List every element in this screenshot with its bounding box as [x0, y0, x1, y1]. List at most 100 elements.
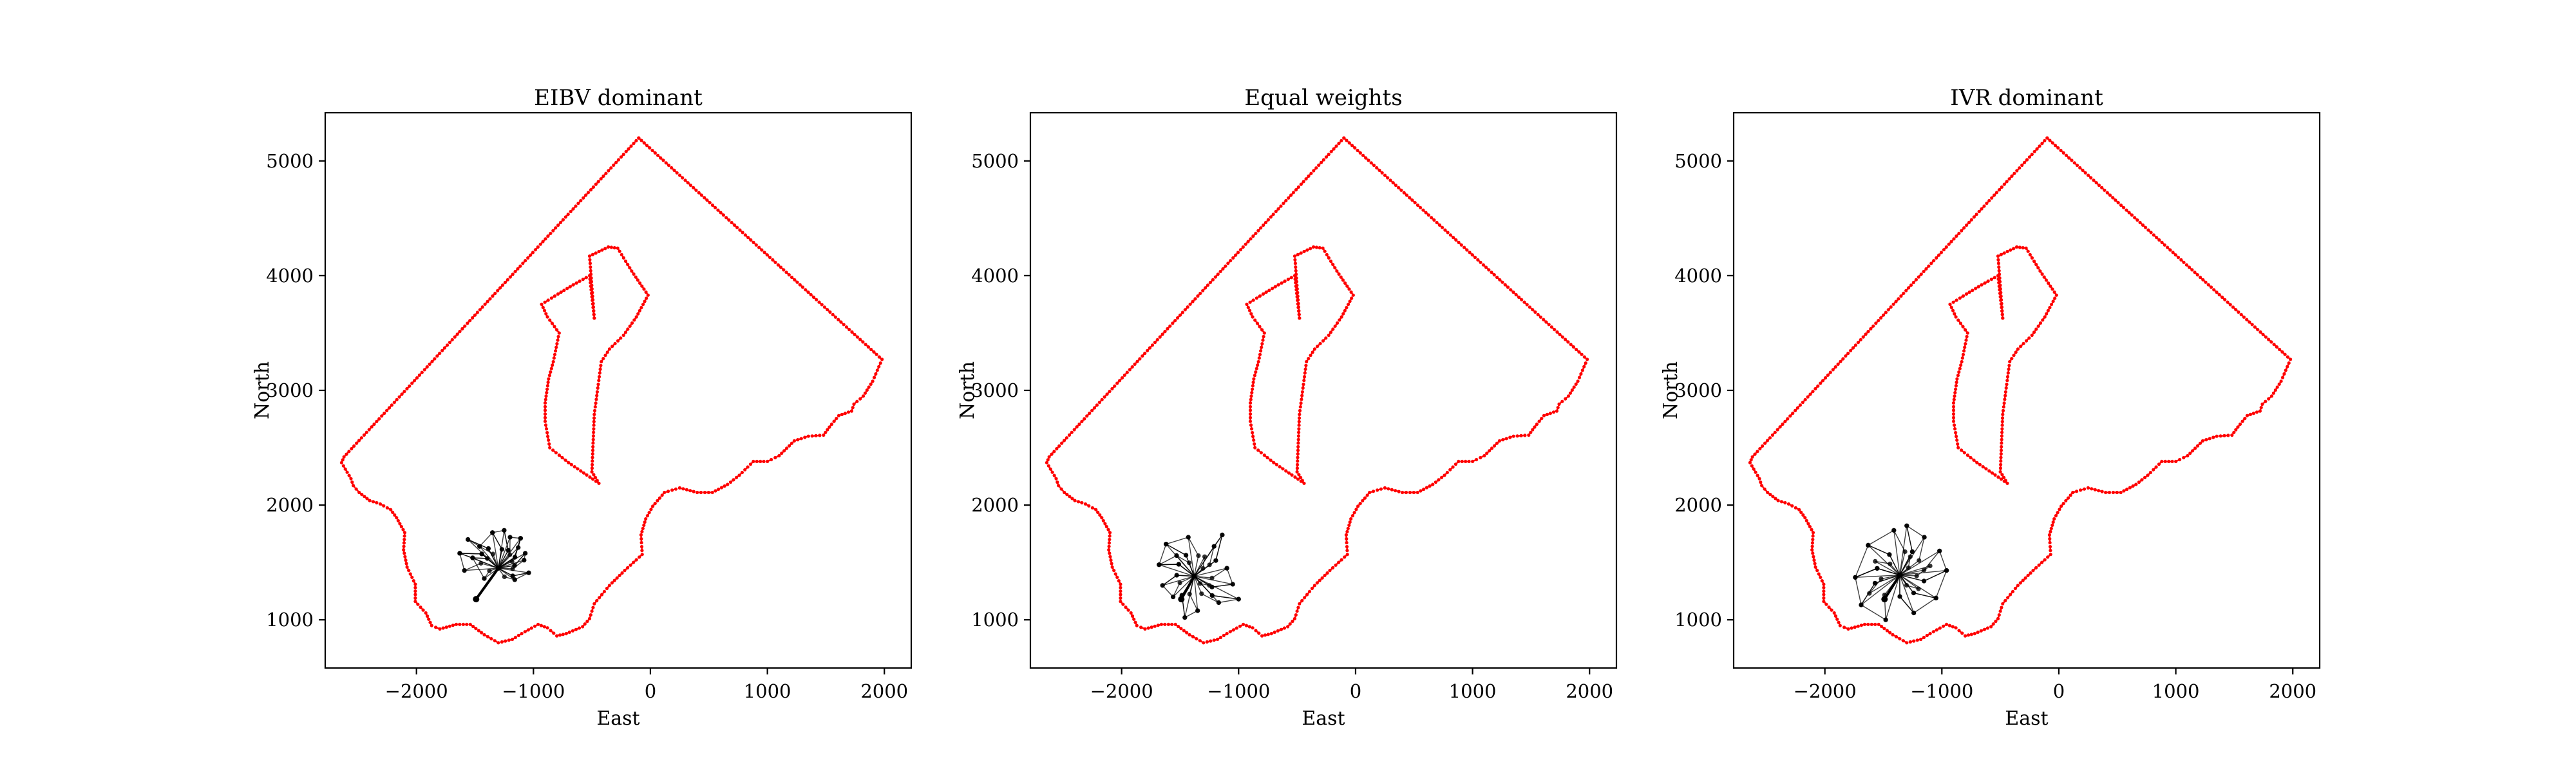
- boundary-marker: [1956, 442, 1960, 446]
- boundary-marker: [1822, 586, 1826, 589]
- boundary-marker: [1302, 375, 1307, 379]
- boundary-marker: [592, 427, 596, 431]
- boundary-marker: [1492, 444, 1497, 448]
- boundary-marker: [1956, 374, 1960, 377]
- y-tick-label: 5000: [266, 150, 314, 172]
- trajectory-waypoint: [1908, 554, 1913, 559]
- boundary-marker: [1948, 302, 1952, 306]
- boundary-marker: [2174, 253, 2177, 257]
- trajectory-waypoint: [1220, 532, 1225, 538]
- boundary-marker: [1258, 352, 1262, 356]
- boundary-marker: [2048, 540, 2052, 545]
- boundary-marker: [612, 578, 616, 582]
- boundary-marker: [2278, 347, 2282, 352]
- trajectory-waypoint: [1875, 566, 1880, 571]
- boundary-marker: [648, 146, 652, 150]
- boundary-marker: [2005, 379, 2009, 383]
- boundary-marker: [1183, 308, 1187, 312]
- boundary-marker: [826, 428, 829, 432]
- boundary-marker: [591, 606, 595, 609]
- boundary-marker: [586, 191, 591, 195]
- boundary-marker: [1846, 351, 1850, 356]
- boundary-marker: [1182, 629, 1186, 633]
- boundary-marker: [1517, 295, 1521, 299]
- boundary-marker: [1822, 593, 1826, 596]
- boundary-marker: [1296, 463, 1300, 466]
- boundary-marker: [545, 384, 550, 388]
- boundary-marker: [863, 391, 867, 395]
- trajectory-waypoint: [1199, 591, 1204, 596]
- boundary-marker: [1249, 237, 1253, 241]
- boundary-marker: [1770, 433, 1774, 437]
- boundary-marker: [1296, 441, 1300, 445]
- boundary-marker: [1139, 625, 1143, 629]
- boundary-marker: [2286, 355, 2289, 359]
- boundary-marker: [1226, 262, 1230, 265]
- trajectory-waypoint: [1202, 554, 1208, 559]
- boundary-marker: [1296, 253, 1300, 256]
- boundary-marker: [1774, 497, 1777, 501]
- trajectory-waypoint: [1922, 568, 1927, 573]
- boundary-marker: [2018, 581, 2022, 585]
- boundary-marker: [582, 471, 586, 475]
- boundary-marker: [878, 361, 882, 365]
- boundary-marker: [759, 459, 762, 464]
- boundary-marker: [1054, 477, 1058, 481]
- boundary-marker: [1488, 449, 1492, 453]
- trajectory-waypoint: [1914, 573, 1919, 578]
- boundary-marker: [545, 431, 549, 435]
- boundary-marker: [2237, 310, 2240, 314]
- boundary-marker: [1801, 401, 1804, 405]
- boundary-marker: [1085, 414, 1089, 418]
- boundary-marker: [444, 625, 448, 629]
- boundary-marker: [2008, 359, 2012, 364]
- boundary-marker: [752, 459, 755, 464]
- boundary-marker: [1251, 380, 1255, 385]
- trajectory-waypoint: [1196, 553, 1201, 558]
- boundary-marker: [1914, 278, 1918, 282]
- boundary-marker: [632, 142, 636, 146]
- boundary-marker: [1424, 211, 1428, 215]
- boundary-marker: [1814, 386, 1817, 391]
- boundary-marker: [2069, 493, 2072, 497]
- boundary-marker: [848, 328, 851, 332]
- boundary-marker: [645, 514, 650, 518]
- boundary-marker: [1977, 209, 1981, 213]
- boundary-marker: [2000, 312, 2004, 316]
- boundary-marker: [1794, 408, 1797, 413]
- boundary-marker: [1047, 455, 1051, 459]
- boundary-marker: [1993, 473, 1997, 477]
- boundary-marker: [2019, 345, 2023, 348]
- boundary-marker: [1898, 637, 1902, 641]
- boundary-marker: [2128, 486, 2132, 490]
- boundary-marker: [1333, 324, 1337, 328]
- boundary-marker: [2018, 166, 2022, 170]
- boundary-marker: [1094, 508, 1098, 511]
- boundary-marker: [1806, 522, 1810, 526]
- boundary-marker: [1471, 459, 1475, 464]
- boundary-marker: [1909, 283, 1913, 287]
- boundary-marker: [696, 490, 699, 495]
- boundary-marker: [1129, 611, 1133, 615]
- boundary-marker: [600, 248, 604, 252]
- boundary-marker: [1350, 296, 1354, 300]
- boundary-marker: [1982, 627, 1986, 631]
- boundary-marker: [424, 611, 428, 615]
- boundary-marker: [1115, 381, 1119, 385]
- boundary-marker: [615, 576, 619, 580]
- trajectory-waypoint: [466, 537, 471, 542]
- boundary-marker: [664, 161, 668, 165]
- boundary-marker: [1783, 501, 1787, 505]
- boundary-marker: [1264, 290, 1268, 294]
- boundary-marker: [1379, 487, 1383, 491]
- boundary-marker: [1299, 182, 1303, 186]
- boundary-marker: [594, 475, 598, 480]
- boundary-marker: [1957, 370, 1961, 374]
- boundary-marker: [2053, 144, 2058, 148]
- trajectory-waypoint: [1922, 578, 1927, 584]
- trajectory-waypoint: [1224, 566, 1229, 571]
- boundary-marker: [357, 439, 361, 443]
- boundary-marker: [1119, 586, 1122, 589]
- boundary-marker: [553, 294, 557, 298]
- boundary-marker: [1951, 625, 1955, 629]
